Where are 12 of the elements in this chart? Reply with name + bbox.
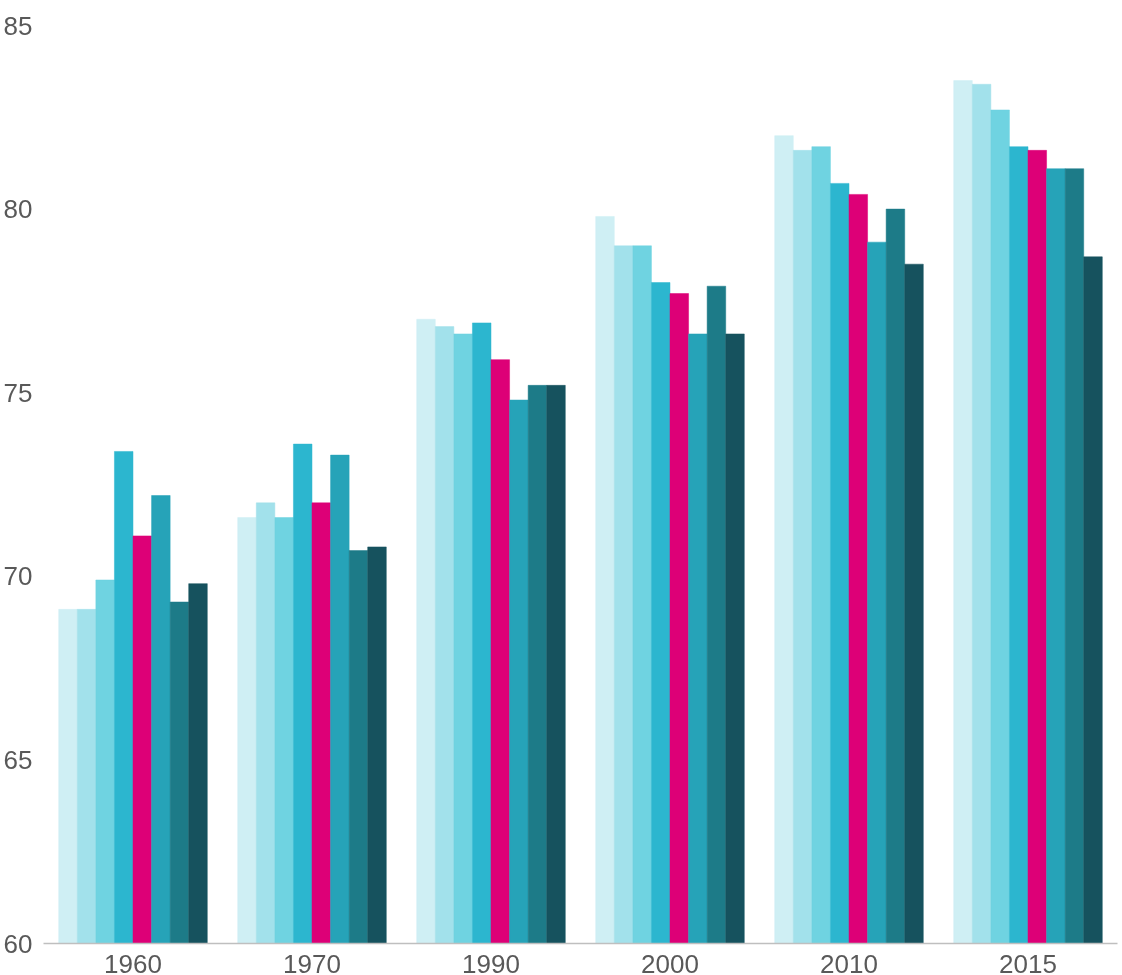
x-tick-label: 2015 (999, 948, 1057, 975)
y-tick-label: 70 (3, 561, 33, 592)
y-tick-label: 85 (3, 10, 33, 41)
x-tick-label: 1990 (462, 948, 520, 975)
x-tick-label: 1960 (104, 948, 162, 975)
x-tick-label: 1970 (283, 948, 341, 975)
y-tick-label: 65 (3, 744, 33, 775)
y-tick-label: 80 (3, 194, 33, 225)
y-tick-label: 75 (3, 377, 33, 408)
x-tick-label: 2010 (820, 948, 878, 975)
y-tick-label: 60 (3, 928, 33, 959)
x-tick-label: 2000 (641, 948, 699, 975)
